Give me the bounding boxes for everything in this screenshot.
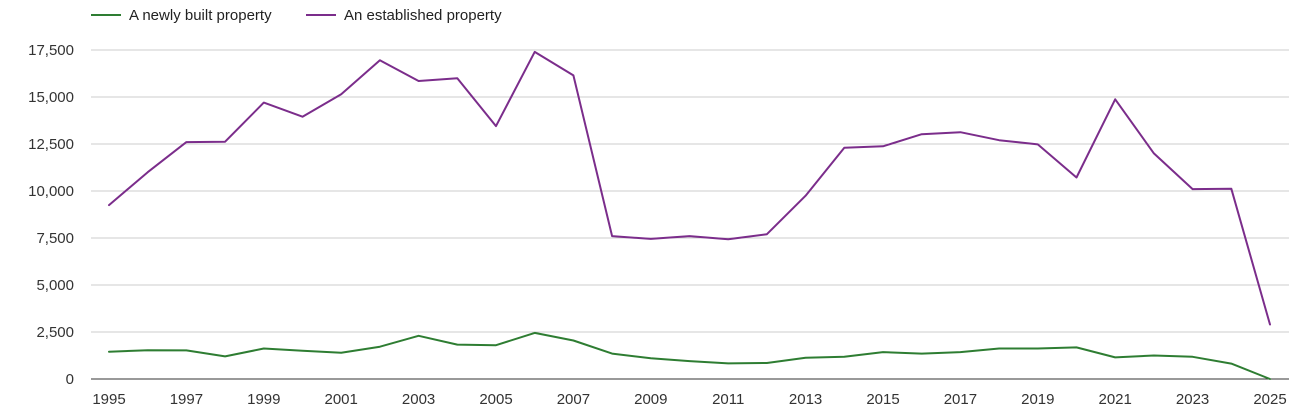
- x-tick-label: 2005: [479, 391, 512, 408]
- x-tick-label: 1997: [170, 391, 203, 408]
- x-tick-label: 2017: [944, 391, 977, 408]
- y-tick-label: 2,500: [36, 324, 74, 341]
- series-lines: [108, 50, 1271, 380]
- x-axis-tick-labels: 1995 1997 1999 2001 2003 2005 2007 2009 2011 2013…: [92, 391, 1286, 408]
- y-tick-label: 7,500: [36, 230, 74, 247]
- x-tick-label: 2001: [325, 391, 358, 408]
- series-line-newly-built: [108, 331, 1271, 380]
- y-tick-label: 12,500: [28, 136, 74, 153]
- x-tick-label: 2019: [1021, 391, 1054, 408]
- chart-legend: A newly built property An established pr…: [91, 7, 502, 24]
- x-tick-label: 2009: [634, 391, 667, 408]
- legend-label-newly-built: A newly built property: [129, 7, 272, 24]
- y-tick-label: 17,500: [28, 42, 74, 59]
- x-tick-label: 2011: [712, 391, 744, 408]
- y-axis-tick-labels: 0 2,500 5,000 7,500 10,000 12,500 15,000 17,500: [28, 42, 74, 388]
- y-tick-label: 10,000: [28, 183, 74, 200]
- x-tick-label: 2003: [402, 391, 435, 408]
- y-tick-label: 5,000: [36, 277, 74, 294]
- y-gridlines: [91, 49, 1289, 333]
- y-tick-label: 0: [66, 371, 74, 388]
- series-line-established: [108, 50, 1271, 326]
- x-tick-label: 2023: [1176, 391, 1209, 408]
- x-tick-label: 2007: [557, 391, 590, 408]
- x-tick-label: 2015: [866, 391, 899, 408]
- x-tick-label: 1995: [92, 391, 125, 408]
- x-tick-label: 2013: [789, 391, 822, 408]
- legend-label-established: An established property: [344, 7, 502, 24]
- x-tick-label: 2021: [1099, 391, 1132, 408]
- legend-item-established[interactable]: An established property: [306, 7, 502, 24]
- x-tick-label: 2025: [1253, 391, 1286, 408]
- x-tick-label: 1999: [247, 391, 280, 408]
- y-tick-label: 15,000: [28, 89, 74, 106]
- legend-item-newly-built[interactable]: A newly built property: [91, 7, 272, 24]
